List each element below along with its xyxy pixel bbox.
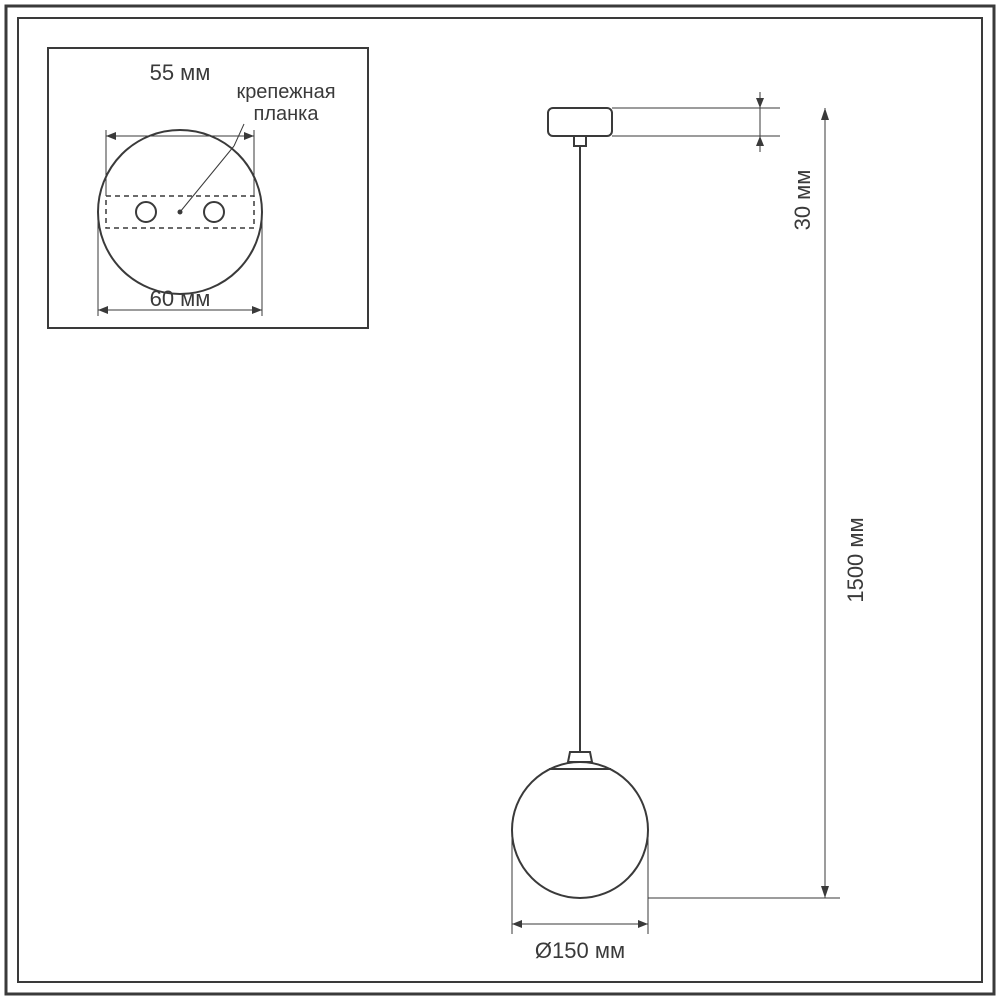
diagram-page: 55 мм крепежная планка 60 мм bbox=[0, 0, 1000, 1000]
bracket-label-2: планка bbox=[254, 103, 320, 125]
dim-sphere-diameter-text: Ø150 мм bbox=[535, 938, 625, 963]
canopy-grip bbox=[574, 136, 586, 146]
inset-detail: 55 мм крепежная планка 60 мм bbox=[48, 48, 368, 328]
bracket-leader bbox=[178, 124, 245, 215]
outer-border bbox=[6, 6, 994, 994]
dim-bracket-width bbox=[106, 130, 254, 196]
dim-bracket-width-text: 55 мм bbox=[150, 60, 211, 85]
inner-border bbox=[18, 18, 982, 982]
dim-rose-diameter-text: 60 мм bbox=[150, 286, 211, 311]
bracket-label-1: крепежная bbox=[236, 81, 335, 103]
dim-sphere-diameter bbox=[512, 830, 648, 934]
screw-hole-right bbox=[204, 202, 224, 222]
dim-canopy-height-text: 30 мм bbox=[790, 170, 815, 231]
canopy bbox=[548, 108, 612, 136]
globe-sphere bbox=[512, 762, 648, 898]
dim-total-height-text: 1500 мм bbox=[843, 517, 868, 602]
dim-canopy-height bbox=[612, 92, 780, 152]
sphere-cap bbox=[568, 752, 592, 762]
pendant-lamp bbox=[512, 108, 648, 898]
diagram-svg: 55 мм крепежная планка 60 мм bbox=[0, 0, 1000, 1000]
screw-hole-left bbox=[136, 202, 156, 222]
